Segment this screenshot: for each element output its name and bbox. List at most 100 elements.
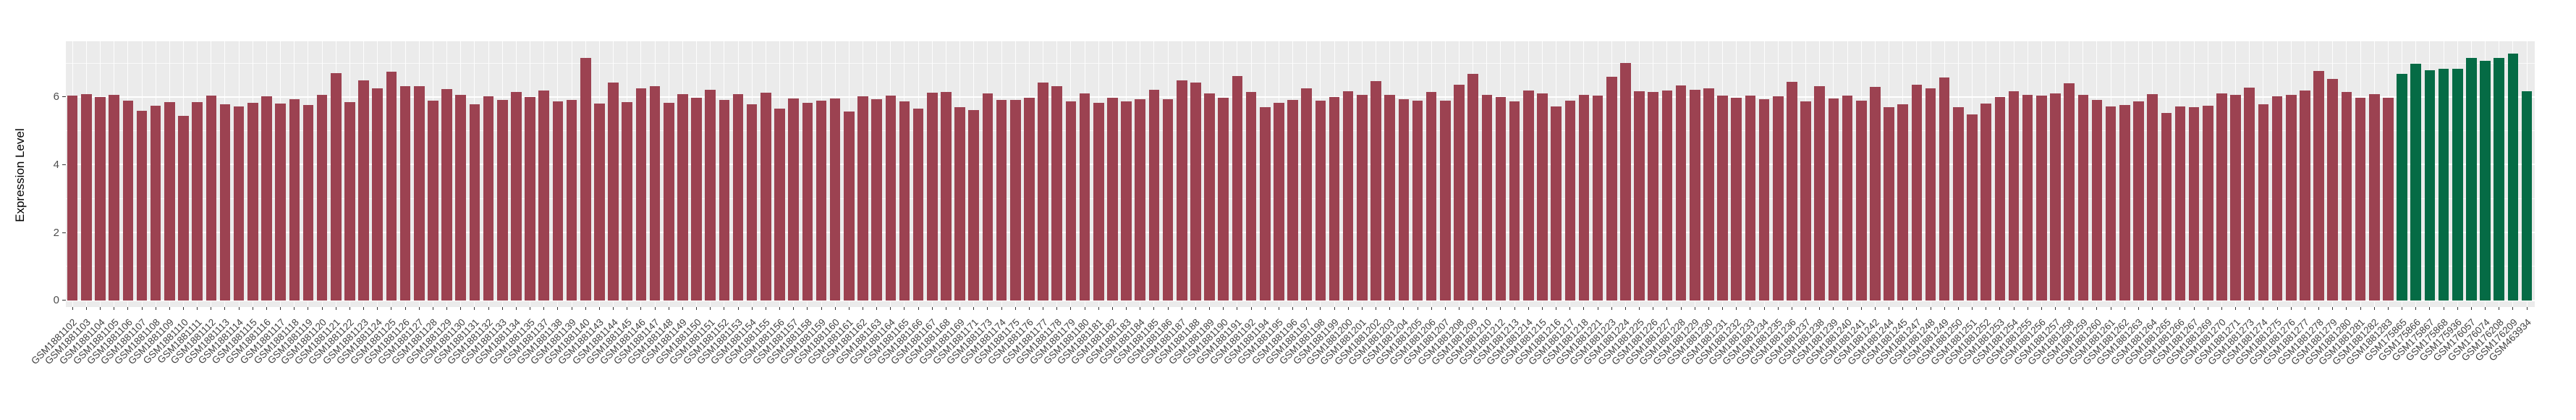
bar xyxy=(2438,68,2449,301)
bar xyxy=(1620,63,1631,301)
x-tick-mark xyxy=(696,307,698,310)
major-gridline xyxy=(66,164,2535,166)
x-tick-mark xyxy=(169,307,170,310)
x-tick-mark xyxy=(821,307,822,310)
bar xyxy=(691,98,702,301)
x-tick-mark xyxy=(197,307,198,310)
x-tick-mark xyxy=(751,307,753,310)
bar xyxy=(746,104,758,301)
bar xyxy=(2230,95,2241,301)
x-tick-mark xyxy=(1999,307,2001,310)
bar xyxy=(1190,83,1201,301)
bar xyxy=(2203,105,2213,301)
bar xyxy=(622,101,632,301)
bar xyxy=(2105,106,2117,301)
x-tick-mark xyxy=(613,307,614,310)
bar xyxy=(2133,101,2144,301)
bar xyxy=(2008,91,2020,301)
bar xyxy=(1454,84,1465,301)
bar xyxy=(1537,93,1548,301)
x-tick-mark xyxy=(2096,307,2098,310)
bar xyxy=(2064,83,2075,301)
bar xyxy=(1897,104,1908,301)
bar xyxy=(705,90,716,301)
bar xyxy=(2188,106,2200,301)
bar xyxy=(2355,98,2366,301)
bar xyxy=(2285,95,2297,301)
bar xyxy=(871,98,882,301)
bar xyxy=(2271,96,2283,301)
bar xyxy=(1953,107,1964,301)
bar xyxy=(1204,93,1215,301)
bar xyxy=(1523,90,1534,301)
bar xyxy=(2050,93,2061,301)
bar xyxy=(1980,104,1991,301)
bar xyxy=(1051,86,1063,301)
bar xyxy=(372,88,384,301)
bar xyxy=(1648,92,1659,301)
x-tick-mark xyxy=(1111,307,1113,310)
bar xyxy=(413,86,425,301)
x-tick-mark xyxy=(876,307,878,310)
bar xyxy=(1093,102,1104,301)
x-tick-mark xyxy=(460,307,462,310)
x-tick-mark xyxy=(1320,307,1321,310)
bar xyxy=(2507,54,2519,301)
x-tick-mark xyxy=(931,307,933,310)
bar xyxy=(1495,97,1507,301)
bar xyxy=(428,100,438,301)
bar xyxy=(1870,86,1881,301)
major-gridline xyxy=(66,232,2535,233)
bar xyxy=(1024,97,1035,301)
y-tick-label: 0 xyxy=(53,294,59,307)
bar xyxy=(150,105,161,301)
bar xyxy=(732,94,744,301)
x-tick-mark xyxy=(1264,307,1266,310)
bar xyxy=(2327,79,2339,301)
x-tick-mark xyxy=(1639,307,1640,310)
x-tick-mark xyxy=(1736,307,1737,310)
bar xyxy=(2521,91,2533,301)
x-tick-mark xyxy=(2485,307,2486,310)
x-tick-mark xyxy=(2429,307,2431,310)
bar xyxy=(2147,94,2158,301)
bar xyxy=(677,94,688,301)
bar xyxy=(2410,63,2422,301)
bar xyxy=(774,109,785,301)
bar xyxy=(261,96,272,301)
bar xyxy=(1162,99,1174,301)
bar xyxy=(2119,104,2130,301)
bar xyxy=(1814,86,1826,301)
bar xyxy=(178,115,189,301)
x-tick-mark xyxy=(294,307,295,310)
x-tick-mark xyxy=(1126,307,1127,310)
x-tick-mark xyxy=(598,307,600,310)
x-tick-mark xyxy=(1680,307,1682,310)
y-tick-mark xyxy=(62,232,66,233)
x-tick-mark xyxy=(1153,307,1155,310)
x-tick-mark xyxy=(779,307,780,310)
x-tick-mark xyxy=(183,307,184,310)
x-tick-mark xyxy=(1250,307,1252,310)
x-tick-mark xyxy=(834,307,836,310)
y-tick-label: 6 xyxy=(53,91,59,104)
bar xyxy=(511,92,522,301)
plot-panel xyxy=(66,41,2535,307)
y-tick-label: 4 xyxy=(53,158,59,171)
x-tick-mark xyxy=(363,307,365,310)
x-tick-mark xyxy=(2512,307,2514,310)
bar xyxy=(95,96,106,301)
bar xyxy=(1481,95,1493,301)
x-tick-mark xyxy=(640,307,642,310)
x-tick-mark xyxy=(488,307,489,310)
bar xyxy=(164,101,175,301)
bar xyxy=(2397,73,2407,301)
x-tick-mark xyxy=(1957,307,1959,310)
bar xyxy=(1398,98,1410,301)
bar xyxy=(1592,96,1603,301)
x-tick-mark xyxy=(2346,307,2347,310)
x-tick-mark xyxy=(2332,307,2334,310)
x-tick-mark xyxy=(501,307,503,310)
bar xyxy=(663,103,674,301)
x-tick-mark xyxy=(474,307,475,310)
